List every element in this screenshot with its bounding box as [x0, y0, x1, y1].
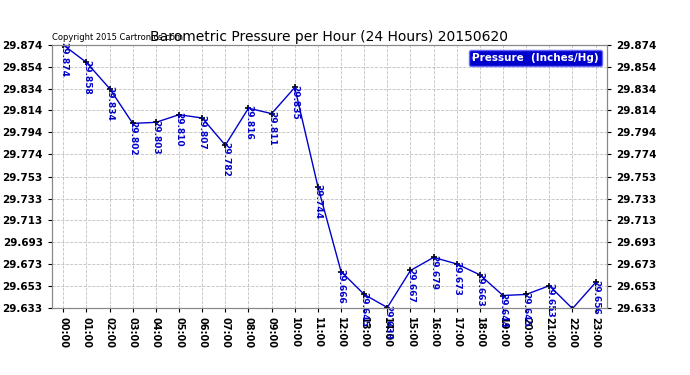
Text: Copyright 2015 Cartronics.com: Copyright 2015 Cartronics.com: [52, 33, 183, 42]
Text: 29.645: 29.645: [359, 292, 368, 327]
Text: 29.834: 29.834: [105, 86, 114, 121]
Text: 29.811: 29.811: [267, 111, 276, 146]
Text: 29.663: 29.663: [475, 272, 484, 307]
Text: 29.816: 29.816: [244, 105, 253, 140]
Text: 29.810: 29.810: [175, 112, 184, 147]
Text: 29.802: 29.802: [128, 121, 137, 155]
Text: 29.673: 29.673: [452, 261, 462, 296]
Text: 29.644: 29.644: [499, 293, 508, 328]
Text: 29.667: 29.667: [406, 268, 415, 303]
Text: 29.679: 29.679: [429, 255, 438, 290]
Text: 29.858: 29.858: [82, 60, 91, 94]
Text: 29.656: 29.656: [591, 280, 600, 314]
Text: 29.874: 29.874: [59, 42, 68, 77]
Text: 29.835: 29.835: [290, 85, 299, 120]
Text: 29.782: 29.782: [221, 142, 230, 177]
Text: 29.807: 29.807: [197, 115, 207, 150]
Text: 29.803: 29.803: [151, 120, 160, 154]
Title: Barometric Pressure per Hour (24 Hours) 20150620: Barometric Pressure per Hour (24 Hours) …: [150, 30, 509, 44]
Text: 29.645: 29.645: [522, 292, 531, 327]
Text: 29.653: 29.653: [545, 283, 554, 318]
Text: 29.744: 29.744: [313, 184, 322, 219]
Text: 29.632: 29.632: [0, 374, 1, 375]
Text: 29.666: 29.666: [337, 269, 346, 303]
Legend: Pressure  (Inches/Hg): Pressure (Inches/Hg): [469, 50, 602, 66]
Text: 29.633: 29.633: [383, 305, 392, 339]
